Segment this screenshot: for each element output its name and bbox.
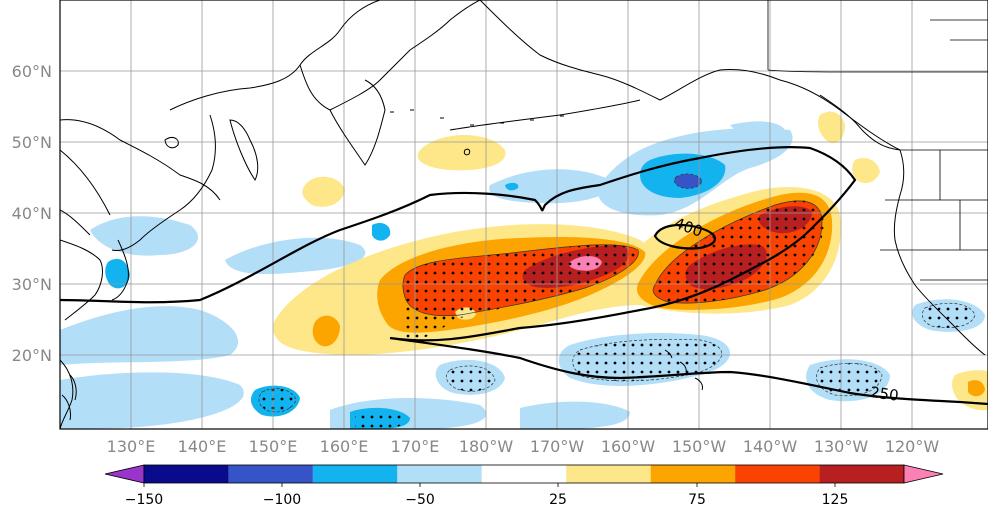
negative-anomaly-region xyxy=(60,306,239,365)
negative-anomaly-region xyxy=(225,237,366,275)
positive-anomaly-region xyxy=(302,176,345,207)
strong-negative-region xyxy=(372,223,391,241)
colorbar-segments xyxy=(143,464,905,484)
lat-label: 30°N xyxy=(12,275,52,294)
lat-label: 40°N xyxy=(12,204,52,223)
lon-label: 140°E xyxy=(178,437,227,456)
significance-stippling xyxy=(258,200,975,429)
colorbar-segment xyxy=(228,465,313,483)
map-frame xyxy=(59,0,988,430)
colorbar-segment xyxy=(481,465,567,483)
negative-anomaly-region xyxy=(60,372,244,429)
lon-label: 120°W xyxy=(885,437,940,456)
contour-label-250: 250 xyxy=(869,383,900,405)
lon-label: 170°W xyxy=(530,437,585,456)
longitude-labels: 130°E 140°E 150°E 160°E 170°E 180°W 170°… xyxy=(107,437,940,456)
borders xyxy=(767,0,988,281)
lon-label: 180°W xyxy=(459,437,514,456)
strong-negative-region xyxy=(105,258,130,289)
colorbar: −150 −100 −50 25 75 125 xyxy=(104,464,944,508)
colorbar-segment xyxy=(566,465,651,483)
positive-anomaly-region xyxy=(417,135,506,171)
lat-label: 20°N xyxy=(12,346,52,365)
colorbar-tick-label: 75 xyxy=(688,492,706,508)
positive-anomaly-region xyxy=(818,111,845,144)
lon-label: 160°E xyxy=(320,437,369,456)
lon-label: 160°W xyxy=(601,437,656,456)
colorbar-segment xyxy=(735,465,820,483)
colorbar-tick-label: −100 xyxy=(263,492,301,508)
positive-anomaly-region xyxy=(852,158,880,184)
colorbar-min-arrow xyxy=(104,464,145,484)
lon-label: 150°W xyxy=(672,437,727,456)
colorbar-tick-label: 125 xyxy=(822,492,849,508)
colorbar-segment xyxy=(312,465,398,483)
colorbar-max-arrow xyxy=(903,464,944,484)
colorbar-ticks xyxy=(143,483,836,487)
lon-label: 150°E xyxy=(249,437,298,456)
colorbar-tick-label: −50 xyxy=(405,492,435,508)
climatology-contours xyxy=(60,146,988,406)
colorbar-segment xyxy=(650,465,736,483)
very-strong-negative-region xyxy=(674,173,702,189)
latitude-labels: 60°N 50°N 40°N 30°N 20°N xyxy=(12,62,52,365)
colorbar-segment xyxy=(397,465,482,483)
strong-negative-region xyxy=(505,182,519,191)
negative-anomaly-region xyxy=(489,169,612,204)
coastlines xyxy=(60,0,986,429)
colorbar-segment xyxy=(819,465,904,483)
negative-anomaly-region xyxy=(730,121,785,138)
negative-anomaly-region xyxy=(520,401,630,429)
map-panel: 400 250 xyxy=(60,0,988,429)
lat-label: 50°N xyxy=(12,133,52,152)
contour-400 xyxy=(653,223,717,250)
colorbar-tick-label: 25 xyxy=(549,492,567,508)
contour-250 xyxy=(60,146,988,406)
colorbar-segment xyxy=(144,465,229,483)
lon-label: 170°E xyxy=(391,437,440,456)
colorbar-tick-label: −150 xyxy=(125,492,163,508)
gridlines xyxy=(60,0,988,429)
lon-label: 140°W xyxy=(743,437,798,456)
lon-label: 130°W xyxy=(814,437,869,456)
lon-label: 130°E xyxy=(107,437,156,456)
lat-label: 60°N xyxy=(12,62,52,81)
moderate-positive-region xyxy=(312,315,340,347)
moderate-positive-region xyxy=(968,380,985,397)
